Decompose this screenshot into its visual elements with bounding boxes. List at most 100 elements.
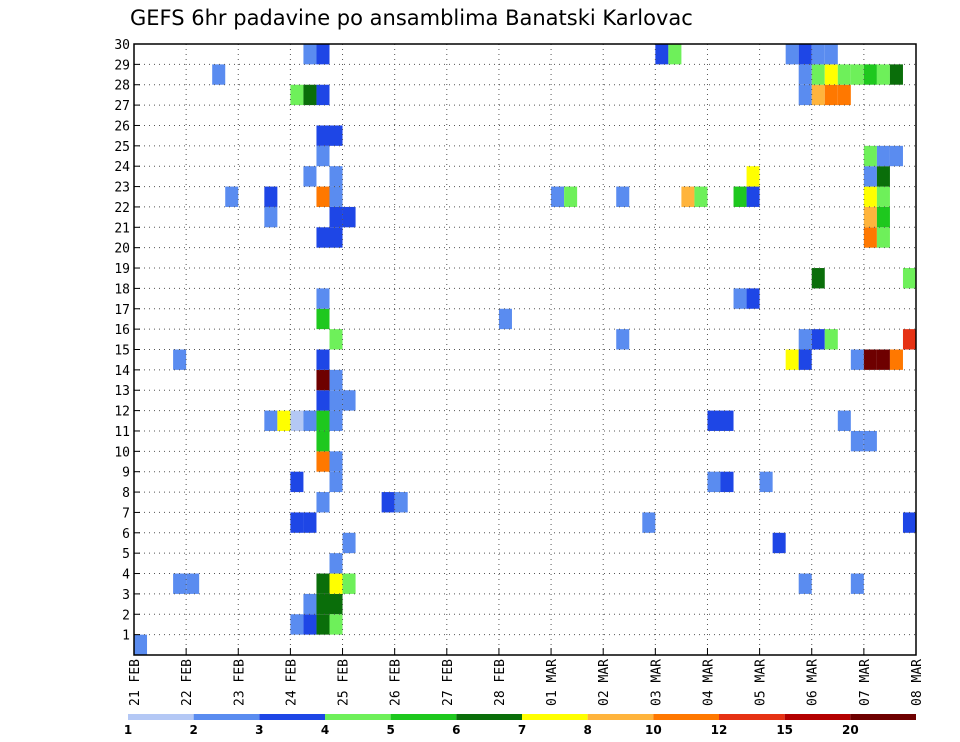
heat-cell (863, 349, 877, 370)
heat-cell (876, 206, 890, 228)
heat-cell (902, 329, 916, 350)
heat-cell (329, 166, 343, 187)
colorbar-label: 20 (842, 723, 859, 737)
heat-cell (889, 64, 903, 85)
heat-cell (342, 532, 356, 554)
colorbar-swatch (325, 714, 391, 720)
heat-cell (329, 573, 343, 594)
heat-cell (329, 125, 343, 146)
y-tick-label: 2 (122, 608, 130, 623)
heat-cell (134, 634, 148, 655)
heat-cell (798, 64, 812, 85)
heat-cell (616, 186, 630, 207)
heat-cell (746, 186, 760, 207)
heat-cell (876, 349, 890, 370)
y-tick-label: 19 (114, 262, 130, 277)
heat-cell (316, 369, 330, 391)
heat-cell (316, 308, 330, 330)
heat-cell (733, 186, 747, 207)
colorbar-swatch (456, 714, 522, 720)
heat-cell (798, 573, 812, 594)
y-tick-label: 4 (122, 568, 130, 583)
y-tick-label: 9 (122, 466, 130, 481)
heat-cell (876, 145, 890, 167)
heat-cell (746, 288, 760, 309)
y-tick-label: 28 (114, 79, 130, 94)
heat-cell (329, 553, 343, 574)
heat-cell (785, 349, 799, 370)
x-tick-label: 03 MAR (649, 659, 664, 706)
heat-cell (316, 186, 330, 207)
heat-cell (642, 512, 656, 533)
heat-cell (342, 573, 356, 594)
x-tick-label: 06 MAR (806, 659, 821, 706)
y-tick-label: 10 (114, 445, 130, 460)
colorbar-label: 2 (189, 723, 197, 737)
heat-cell (316, 614, 330, 635)
heat-cell (316, 44, 330, 65)
heat-cell (316, 451, 330, 472)
heat-cell (290, 471, 304, 493)
heat-cell (746, 166, 760, 187)
colorbar-swatch (850, 714, 916, 720)
heat-cell (863, 166, 877, 187)
heat-cell (798, 349, 812, 370)
heat-cell (264, 206, 278, 228)
colorbar-label: 5 (386, 723, 394, 737)
y-tick-label: 26 (114, 119, 130, 134)
heat-cell (850, 430, 864, 452)
x-tick-label: 28 FEB (493, 659, 508, 706)
heat-cell (902, 512, 916, 533)
colorbar-label: 12 (711, 723, 728, 737)
heat-cell (720, 410, 734, 431)
colorbar-swatch (719, 714, 785, 720)
heat-cell (824, 84, 838, 106)
y-tick-label: 17 (114, 303, 130, 318)
y-tick-label: 30 (114, 38, 130, 53)
colorbar-swatch (522, 714, 588, 720)
colorbar-swatch (784, 714, 851, 720)
heat-cell (316, 492, 330, 513)
heat-cell (303, 593, 317, 615)
heat-cell (290, 614, 304, 635)
y-tick-label: 1 (122, 629, 130, 644)
heat-cell (824, 44, 838, 65)
heat-cell (850, 573, 864, 594)
heat-cell (863, 206, 877, 228)
x-tick-label: 04 MAR (701, 659, 716, 706)
heat-cell (277, 410, 291, 431)
heat-cell (316, 593, 330, 615)
heat-cell (837, 410, 851, 431)
colorbar-label: 4 (321, 723, 329, 737)
heat-cell (342, 390, 356, 411)
heat-cell (303, 512, 317, 533)
heat-cell (863, 227, 877, 248)
heat-cell (290, 512, 304, 533)
heat-cell (798, 44, 812, 65)
heat-cell (811, 84, 825, 106)
x-tick-label: 21 FEB (128, 659, 143, 706)
heat-cell (316, 390, 330, 411)
x-tick-label: 22 FEB (180, 659, 195, 706)
x-tick-label: 25 FEB (337, 659, 352, 706)
heat-cell (876, 166, 890, 187)
y-axis: 1234567891011121314151617181920212223242… (114, 38, 140, 644)
y-tick-label: 18 (114, 282, 130, 297)
x-tick-label: 05 MAR (754, 659, 769, 706)
heat-cell (303, 44, 317, 65)
heat-cell (694, 186, 708, 207)
y-tick-label: 14 (114, 364, 130, 379)
x-axis: 21 FEB 22 FEB 23 FEB 24 FEB 25 FEB 26 FEB 27 F… (128, 648, 925, 706)
colorbar-swatch (390, 714, 457, 720)
heat-cell (264, 186, 278, 207)
heat-cell (876, 64, 890, 85)
heat-cell (863, 145, 877, 167)
heat-cell (394, 492, 408, 513)
heat-cell (316, 125, 330, 146)
heat-cell (564, 186, 578, 207)
heat-cell (668, 44, 682, 65)
colorbar-label: 8 (583, 723, 591, 737)
heat-cell (798, 329, 812, 350)
heat-cell (811, 44, 825, 65)
